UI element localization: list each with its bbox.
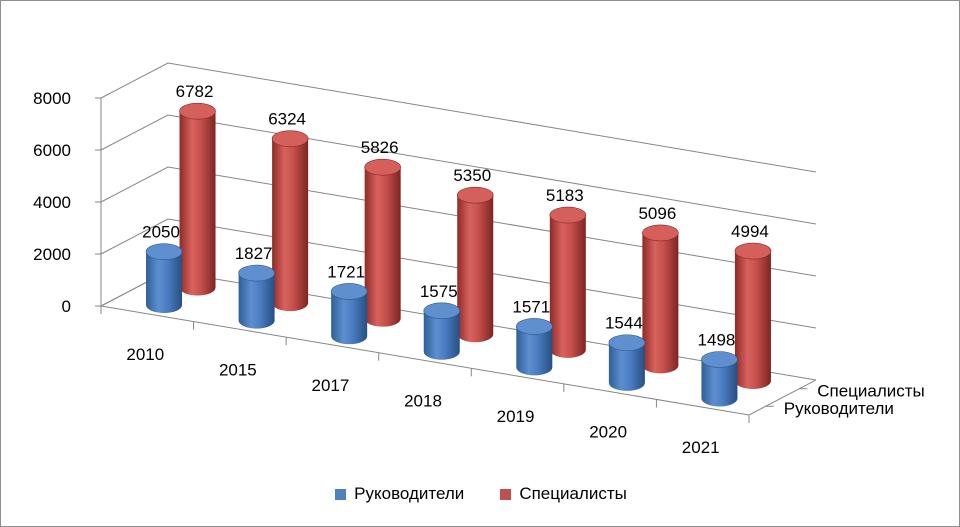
bar-top [423,302,461,320]
bar-body [642,232,679,374]
data-label: 2050 [142,223,180,242]
legend-label-series-1: Руководители [354,484,465,503]
bar-top [238,264,275,282]
bar [271,130,309,312]
x-tick-label: 2018 [404,391,442,410]
bar-body [272,138,309,312]
bar-body [179,111,216,296]
bar-body [734,251,771,389]
gridline [100,166,817,277]
bar-top [364,158,401,176]
data-label: 4994 [731,222,769,241]
bar-top [549,206,587,224]
bar-top [608,334,646,352]
bar-top [701,351,738,368]
legend: Руководители Специалисты [1,484,960,504]
x-tick-label: 2020 [589,423,627,442]
bar-top [271,130,309,147]
bar [179,102,216,296]
bar-body [701,359,738,407]
x-tick-label: 2010 [126,345,164,364]
x-tick-label: 2017 [312,376,350,395]
bar-body [549,215,586,358]
data-label: 1721 [327,262,365,281]
y-tick-label: 2000 [33,245,71,264]
legend-swatch-series-2 [500,488,512,500]
bar-top [734,242,772,260]
bar-body [423,310,460,360]
bar [238,264,275,329]
bar-body [516,326,553,376]
bar-top [179,102,216,120]
data-label: 1827 [235,244,273,263]
data-label: 5096 [638,204,676,223]
y-tick-label: 6000 [33,141,71,160]
gridline [100,114,817,225]
y-tick-label: 0 [62,297,71,316]
data-label: 1571 [512,297,550,316]
bar [364,158,401,327]
data-label: 5183 [546,186,584,205]
bar [145,243,183,314]
x-tick-label: 2015 [219,360,257,379]
legend-swatch-series-1 [335,488,347,500]
floor [99,270,817,416]
gridline [100,62,817,173]
bar [549,206,587,358]
bar-body [457,195,494,343]
bar [701,351,738,407]
bar [330,283,368,345]
legend-item-series-2: Специалисты [500,484,627,504]
y-tick-label: 4000 [33,193,71,212]
bar [642,224,679,374]
bar-body [364,167,401,327]
depth-axis-label: Специалисты [817,382,925,401]
bar [734,242,772,389]
legend-item-series-1: Руководители [335,484,464,504]
bar-top [456,186,494,204]
bar-top [642,224,679,242]
data-label: 1544 [605,314,643,333]
data-label: 5826 [361,138,399,157]
bar-body [238,273,275,329]
y-tick-label: 8000 [33,89,71,108]
legend-label-series-2: Специалисты [519,484,627,503]
gridline [100,218,817,329]
data-label: 5350 [453,166,491,185]
bar [423,302,461,360]
depth-axis-label: Руководители [784,399,894,418]
bar-top [145,243,183,261]
bar [456,186,494,343]
chart-plot: 0 2000 4000 6000 8000 2010 2015 2017 2018 2019 20… [33,62,925,457]
x-tick-label: 2021 [682,438,720,457]
data-label: 1498 [698,331,736,350]
bar-body [331,291,368,345]
bar-top [516,318,553,335]
data-label: 6782 [176,82,214,101]
bar-top [330,283,368,300]
data-label: 6324 [268,110,306,129]
x-tick-label: 2019 [497,407,535,426]
data-label: 1575 [420,282,458,301]
bar-body [608,342,645,391]
bar-body [146,251,183,314]
bar [608,334,646,391]
bar [516,318,553,376]
